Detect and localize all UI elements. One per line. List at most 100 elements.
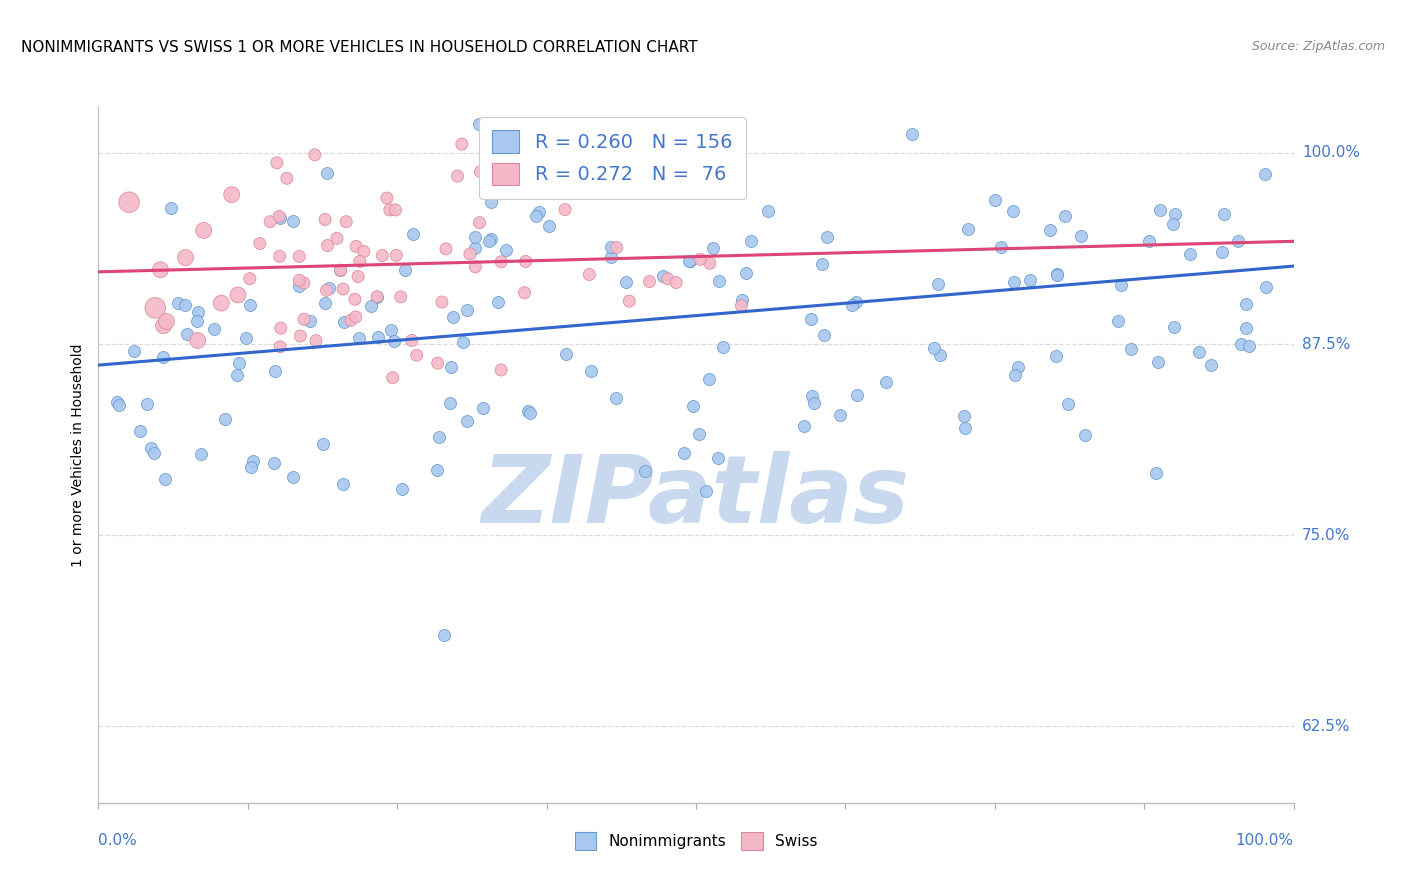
Point — [793, 419, 815, 434]
Point — [152, 350, 174, 364]
Point — [332, 282, 354, 296]
Point — [486, 294, 509, 309]
Point — [239, 460, 262, 475]
Point — [143, 301, 166, 315]
Point — [315, 284, 337, 298]
Point — [711, 341, 734, 355]
Point — [682, 399, 704, 413]
Point — [259, 215, 281, 229]
Point — [481, 194, 503, 209]
Point — [155, 314, 177, 328]
Point — [347, 331, 370, 345]
Point — [226, 288, 249, 302]
Point — [433, 628, 456, 642]
Point — [990, 239, 1012, 253]
Point — [167, 296, 190, 310]
Point — [269, 249, 291, 263]
Point — [235, 331, 257, 345]
Text: ZIPatlas: ZIPatlas — [482, 450, 910, 542]
Point — [314, 296, 336, 310]
Point — [1002, 203, 1025, 218]
Point — [299, 313, 322, 327]
Point — [464, 241, 486, 255]
Point — [1199, 359, 1222, 373]
Point — [695, 483, 717, 498]
Point — [1119, 343, 1142, 357]
Point — [1254, 167, 1277, 181]
Point — [314, 212, 336, 227]
Point — [1204, 82, 1226, 96]
Point — [347, 269, 370, 284]
Point — [266, 156, 288, 170]
Point — [588, 159, 610, 173]
Point — [495, 243, 517, 257]
Point — [1109, 278, 1132, 293]
Point — [735, 266, 758, 280]
Point — [699, 256, 721, 270]
Point — [190, 447, 212, 461]
Point — [579, 364, 602, 378]
Point — [149, 262, 172, 277]
Point — [118, 195, 141, 210]
Point — [335, 215, 357, 229]
Point — [440, 360, 463, 375]
Point — [1211, 244, 1233, 259]
Point — [1019, 273, 1042, 287]
Point — [458, 247, 481, 261]
Point — [803, 396, 825, 410]
Point — [984, 193, 1007, 207]
Text: 87.5%: 87.5% — [1302, 336, 1350, 351]
Point — [548, 124, 571, 138]
Point — [665, 276, 688, 290]
Point — [599, 240, 621, 254]
Point — [1114, 82, 1136, 96]
Point — [333, 315, 356, 329]
Point — [689, 252, 711, 267]
Text: Source: ZipAtlas.com: Source: ZipAtlas.com — [1251, 40, 1385, 54]
Point — [515, 254, 537, 268]
Point — [174, 251, 197, 265]
Point — [688, 427, 710, 442]
Point — [678, 254, 700, 268]
Point — [875, 375, 897, 389]
Point — [600, 250, 623, 264]
Point — [344, 310, 367, 324]
Point — [1234, 320, 1257, 334]
Text: NONIMMIGRANTS VS SWISS 1 OR MORE VEHICLES IN HOUSEHOLD CORRELATION CHART: NONIMMIGRANTS VS SWISS 1 OR MORE VEHICLE… — [21, 40, 697, 55]
Point — [288, 250, 311, 264]
Legend: Nonimmigrants, Swiss: Nonimmigrants, Swiss — [567, 825, 825, 858]
Point — [1074, 428, 1097, 442]
Point — [340, 313, 363, 327]
Point — [371, 249, 394, 263]
Point — [129, 424, 152, 438]
Point — [492, 131, 515, 145]
Point — [269, 211, 291, 225]
Point — [366, 290, 388, 304]
Point — [360, 300, 382, 314]
Point — [1046, 268, 1069, 282]
Point — [471, 401, 494, 416]
Point — [214, 412, 236, 426]
Point — [811, 257, 834, 271]
Point — [159, 201, 181, 215]
Point — [326, 231, 349, 245]
Y-axis label: 1 or more Vehicles in Household: 1 or more Vehicles in Household — [72, 343, 86, 566]
Point — [269, 340, 291, 354]
Point — [922, 341, 945, 355]
Point — [800, 312, 823, 326]
Point — [446, 169, 468, 183]
Point — [537, 219, 560, 234]
Point — [316, 238, 339, 252]
Point — [242, 454, 264, 468]
Point — [846, 388, 869, 402]
Point — [1057, 397, 1080, 411]
Point — [292, 312, 315, 326]
Point — [187, 334, 209, 348]
Text: 100.0%: 100.0% — [1236, 833, 1294, 848]
Point — [1045, 349, 1067, 363]
Point — [202, 322, 225, 336]
Point — [714, 169, 737, 184]
Point — [225, 368, 247, 382]
Point — [800, 388, 823, 402]
Point — [426, 356, 449, 370]
